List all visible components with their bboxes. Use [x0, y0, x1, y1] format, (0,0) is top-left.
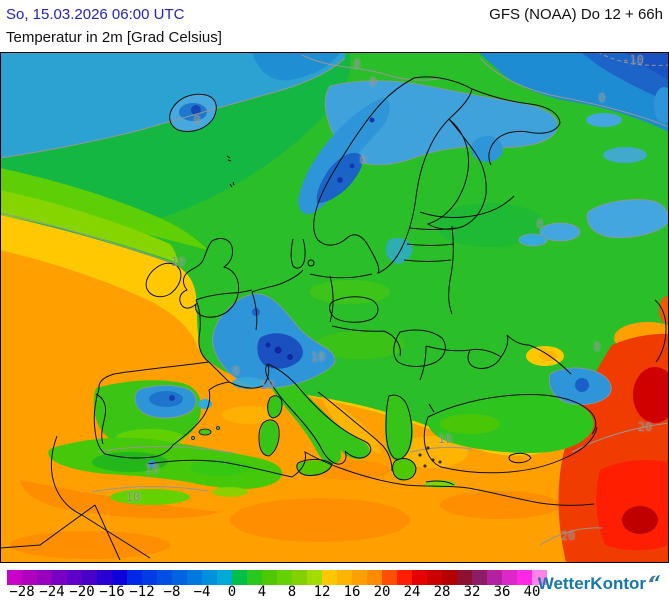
wetterkontor-logo[interactable]: WetterKontor [538, 574, 661, 594]
legend-segment [457, 570, 472, 585]
wetterkontor-logo-text: WetterKontor [537, 574, 646, 593]
legend-segment [97, 570, 112, 585]
legend-segment [247, 570, 262, 585]
legend-tick-label: −4 [193, 584, 211, 600]
legend-segment [427, 570, 442, 585]
legend-segment [127, 570, 142, 585]
country-borders [0, 76, 667, 561]
legend-segment [187, 570, 202, 585]
legend-segment [487, 570, 502, 585]
isotherm-lines [0, 52, 669, 546]
legend-tick-label: −28 [9, 584, 35, 600]
legend-segment [322, 570, 337, 585]
temperature-map: 0 0 0 0 -10 0 0 10 0 10 10 10 10 10 0 20 20 [0, 52, 669, 563]
legend-segment [22, 570, 37, 585]
legend-segment [532, 570, 547, 585]
legend-tick-label: −24 [39, 584, 65, 600]
legend-ticks: −28 −24 −20 −16 −12 −8 −4 0 4 8 12 16 20 24 28 32 36 40 [7, 584, 567, 600]
legend-segment [397, 570, 412, 585]
legend-segment [382, 570, 397, 585]
legend-tick-label: 0 [227, 584, 237, 600]
legend-segment [52, 570, 67, 585]
legend-segment [442, 570, 457, 585]
legend-segment [277, 570, 292, 585]
legend-tick-label: −12 [129, 584, 155, 600]
header-model: GFS (NOAA) Do 12 + 66h [489, 6, 663, 23]
legend-tick-label: 32 [463, 584, 481, 600]
legend-tick-label: 24 [403, 584, 421, 600]
legend-tick-label: 4 [257, 584, 267, 600]
legend-tick-label: 20 [373, 584, 391, 600]
header-date: So, 15.03.2026 06:00 UTC [6, 6, 185, 23]
legend-segment [7, 570, 22, 585]
legend-tick-label: 40 [523, 584, 541, 600]
green-land-overlays [48, 203, 594, 505]
bird-icon [648, 572, 661, 590]
legend-tick-label: 36 [493, 584, 511, 600]
legend-segment [412, 570, 427, 585]
legend-segment [217, 570, 232, 585]
legend-segment [337, 570, 352, 585]
legend-segment [502, 570, 517, 585]
legend-tick-label: 28 [433, 584, 451, 600]
legend-segment [112, 570, 127, 585]
legend-segment [67, 570, 82, 585]
legend-segment [82, 570, 97, 585]
legend-tick-label: −16 [99, 584, 125, 600]
legend-segment [157, 570, 172, 585]
legend-segment [367, 570, 382, 585]
legend-segment [352, 570, 367, 585]
legend-bar [7, 570, 547, 585]
legend-segment [472, 570, 487, 585]
legend-segment [202, 570, 217, 585]
legend-segment [142, 570, 157, 585]
legend-tick-label: 12 [313, 584, 331, 600]
legend-segment [517, 570, 532, 585]
legend-segment [262, 570, 277, 585]
legend-tick-label: 16 [343, 584, 361, 600]
page-title: Temperatur in 2m [Grad Celsius] [6, 29, 222, 46]
legend-tick-label: −8 [163, 584, 181, 600]
legend-segment [172, 570, 187, 585]
legend-segment [37, 570, 52, 585]
legend-segment [292, 570, 307, 585]
legend-segment [307, 570, 322, 585]
map-image [0, 52, 669, 563]
legend-tick-label: −20 [69, 584, 95, 600]
legend-segment [232, 570, 247, 585]
legend-tick-label: 8 [287, 584, 297, 600]
